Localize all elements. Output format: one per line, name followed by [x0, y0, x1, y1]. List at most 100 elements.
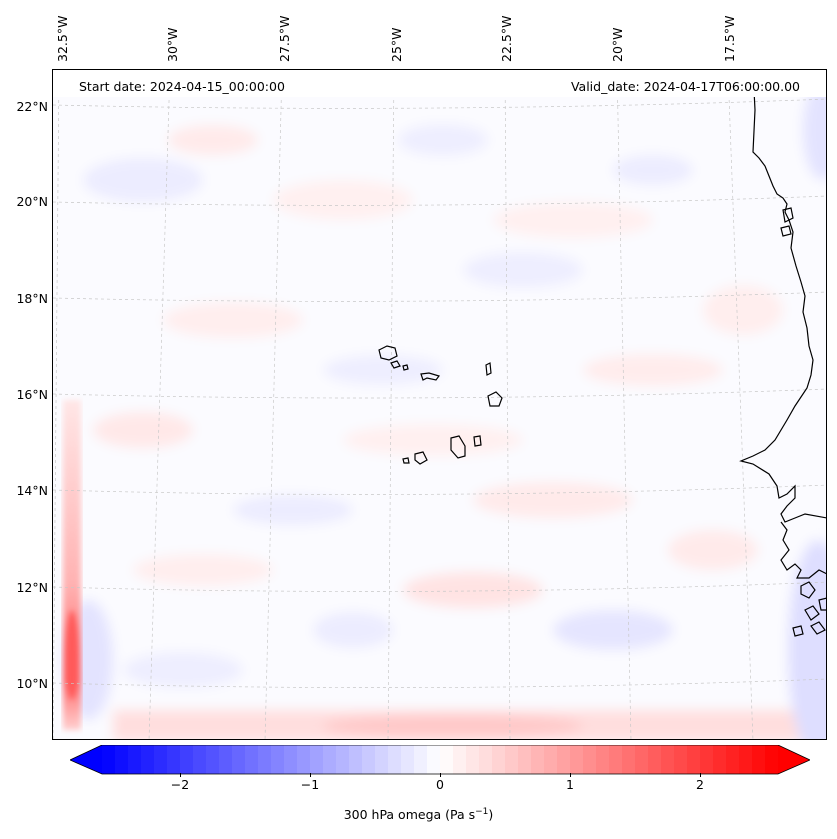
colorbar-tick-label: 1	[566, 777, 574, 792]
colorbar-cell	[193, 745, 207, 774]
colorbar-cell	[505, 745, 519, 774]
colorbar-cell	[180, 745, 194, 774]
title-band	[53, 70, 826, 97]
bissau-islands	[800, 581, 816, 599]
colorbar-tick-mark	[570, 773, 571, 777]
colorbar-cell	[427, 745, 441, 774]
colorbar-cell	[128, 745, 142, 774]
colorbar-label-text: 300 hPa omega (Pa s	[343, 807, 476, 823]
colorbar-cell	[323, 745, 337, 774]
colorbar-cell	[596, 745, 610, 774]
colorbar-cell	[310, 745, 324, 774]
lat-label-22n: 22°N	[16, 99, 48, 114]
maio-island	[473, 435, 482, 447]
lon-label-32-5w: 32.5°W	[55, 15, 70, 62]
colorbar-cell	[115, 745, 129, 774]
colorbar-cell	[336, 745, 350, 774]
fogo-island	[414, 451, 428, 465]
santa-luzia-island	[402, 364, 409, 371]
colorbar-tick-mark	[310, 773, 311, 777]
santiago-island	[450, 435, 466, 459]
boa-vista-island	[487, 391, 503, 407]
colorbar-cell	[232, 745, 246, 774]
sal-island	[485, 362, 492, 376]
lat-label-10n: 10°N	[16, 676, 48, 691]
lon-label-20w: 20°W	[610, 27, 625, 62]
colorbar-cell	[414, 745, 428, 774]
colorbar-cell	[154, 745, 168, 774]
sao-nicolau-island	[420, 372, 440, 381]
colorbar-label-exponent: −1	[475, 807, 489, 817]
colorbar-cell	[258, 745, 272, 774]
gambia-coast	[780, 521, 826, 579]
coastline	[739, 70, 826, 637]
colorbar-cell	[726, 745, 740, 774]
colorbar-outline	[70, 745, 810, 775]
lon-label-30w: 30°W	[165, 27, 180, 62]
colorbar-tick-mark	[440, 773, 441, 777]
colorbar-cell	[674, 745, 688, 774]
omega-shading	[53, 70, 826, 739]
omega-field-map	[53, 70, 826, 739]
colorbar-cell	[219, 745, 233, 774]
colorbar-cell	[492, 745, 506, 774]
colorbar-cell	[401, 745, 415, 774]
colorbar-cell	[557, 745, 571, 774]
colorbar-cell	[570, 745, 584, 774]
brava-island	[402, 457, 410, 464]
colorbar-cell	[245, 745, 259, 774]
colorbar-cell	[635, 745, 649, 774]
colorbar-cell	[648, 745, 662, 774]
colorbar-cell	[752, 745, 766, 774]
start-date-label: Start date: 2024-04-15_00:00:00	[79, 79, 285, 94]
colorbar-cell	[518, 745, 532, 774]
colorbar-cell	[102, 745, 116, 774]
lat-label-18n: 18°N	[16, 291, 48, 306]
colorbar-cell	[141, 745, 155, 774]
map-panel: Start date: 2024-04-15_00:00:00 Valid_da…	[52, 69, 827, 740]
colorbar-cell	[375, 745, 389, 774]
colorbar-tick-mark	[700, 773, 701, 777]
colorbar-tick-label: −1	[300, 777, 320, 792]
colorbar-cell	[765, 745, 779, 774]
colorbar-cell	[622, 745, 636, 774]
colorbar-cell	[453, 745, 467, 774]
lat-label-16n: 16°N	[16, 387, 48, 402]
colorbar-cell	[297, 745, 311, 774]
colorbar-cell	[583, 745, 597, 774]
colorbar-extend-low	[70, 745, 102, 774]
colorbar-cells	[70, 745, 810, 774]
colorbar-cell	[349, 745, 363, 774]
cape-verde-islands	[378, 345, 503, 465]
colorbar-cell	[739, 745, 753, 774]
colorbar-cell	[167, 745, 181, 774]
colorbar-extend-high	[778, 745, 810, 774]
left-edge-red-strip	[63, 400, 81, 730]
colorbar-cell	[479, 745, 493, 774]
graticule	[53, 70, 826, 739]
lon-label-22-5w: 22.5°W	[499, 15, 514, 62]
colorbar-cell	[700, 745, 714, 774]
colorbar-label: 300 hPa omega (Pa s−1)	[0, 807, 837, 822]
lat-label-14n: 14°N	[16, 483, 48, 498]
lat-label-20n: 20°N	[16, 194, 48, 209]
lat-label-12n: 12°N	[16, 580, 48, 595]
colorbar-tick-label: 0	[436, 777, 444, 792]
colorbar-cell	[466, 745, 480, 774]
colorbar-cell	[531, 745, 545, 774]
lon-label-25w: 25°W	[389, 27, 404, 62]
colorbar-cell	[206, 745, 220, 774]
colorbar-cell	[544, 745, 558, 774]
colorbar-cell	[284, 745, 298, 774]
colorbar-cell	[609, 745, 623, 774]
colorbar-cell	[713, 745, 727, 774]
colorbar-cell	[440, 745, 454, 774]
valid-date-label: Valid_date: 2024-04-17T06:00:00.00	[570, 79, 800, 94]
colorbar-label-close: )	[488, 807, 494, 823]
island-coastal-1	[782, 207, 794, 223]
santo-antao-island	[378, 345, 398, 361]
colorbar-cell	[687, 745, 701, 774]
lon-label-17-5w: 17.5°W	[722, 15, 737, 62]
colorbar-cell	[388, 745, 402, 774]
colorbar-cell	[362, 745, 376, 774]
